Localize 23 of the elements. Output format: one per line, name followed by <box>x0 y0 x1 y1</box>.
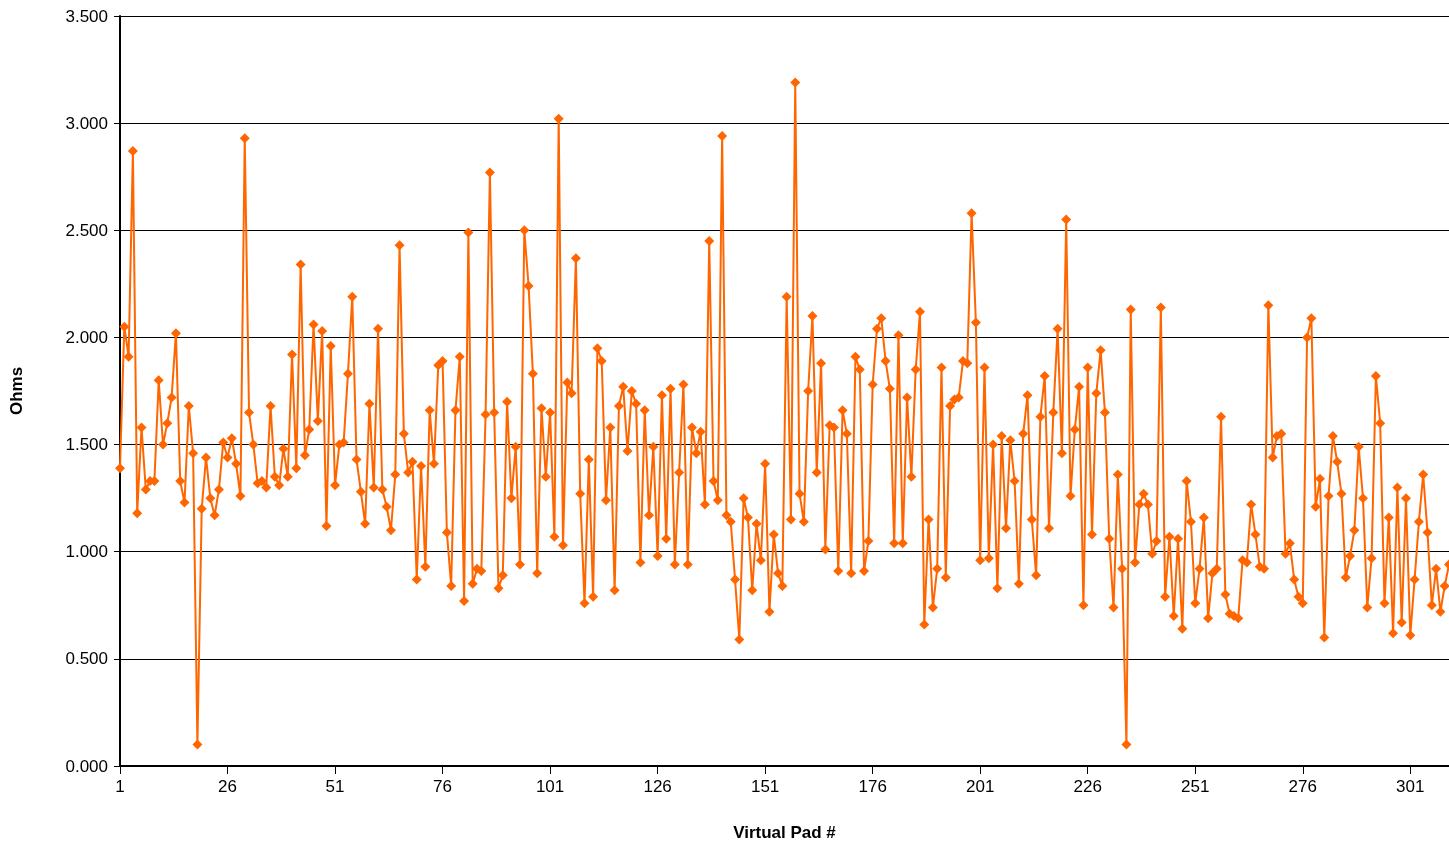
x-axis-title: Virtual Pad # <box>733 823 837 842</box>
y-axis-title: Ohms <box>7 366 26 416</box>
x-tick-label: 26 <box>218 777 237 796</box>
x-tick-label: 176 <box>858 777 887 796</box>
y-tick-label: 0.000 <box>65 756 108 776</box>
x-tick-label: 126 <box>643 777 672 796</box>
y-tick-label: 2.000 <box>65 327 108 347</box>
x-tick-label: 51 <box>325 777 345 796</box>
y-tick-label: 0.500 <box>65 649 108 669</box>
y-tick-label: 1.000 <box>65 542 108 562</box>
x-tick-label: 276 <box>1288 777 1317 796</box>
x-tick-label: 201 <box>966 777 995 796</box>
x-tick-label: 151 <box>750 777 780 796</box>
x-tick-label: 301 <box>1396 777 1425 796</box>
x-tick-label: 1 <box>115 777 125 796</box>
x-tick-label: 251 <box>1181 777 1210 796</box>
x-tick-label: 101 <box>535 777 565 796</box>
y-tick-label: 1.500 <box>65 435 108 455</box>
x-tick-label: 226 <box>1073 777 1102 796</box>
y-tick-label: 3.000 <box>65 113 108 133</box>
y-tick-label: 3.500 <box>65 6 108 26</box>
x-tick-label: 76 <box>433 777 453 796</box>
y-tick-label: 2.500 <box>65 220 108 240</box>
